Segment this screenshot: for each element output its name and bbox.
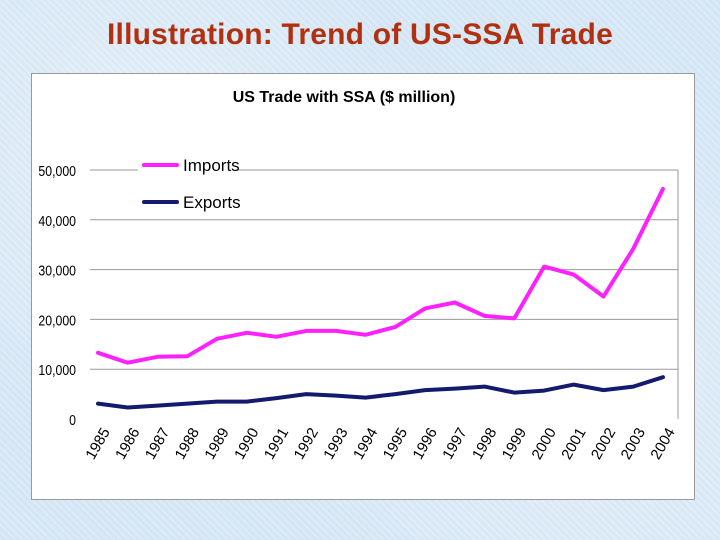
- x-tick-label: 1990: [231, 425, 262, 462]
- x-tick-label: 1988: [172, 425, 203, 462]
- y-tick-label: 30,000: [38, 262, 76, 278]
- slide-title: Illustration: Trend of US-SSA Trade: [107, 18, 613, 51]
- x-tick-label: 2002: [588, 425, 619, 462]
- y-tick-label: 50,000: [38, 163, 76, 179]
- x-tick-label: 1994: [350, 425, 381, 462]
- series-lines: [96, 186, 665, 410]
- legend: Imports Exports: [138, 146, 241, 218]
- legend-box: [138, 146, 238, 218]
- x-tick-label: 2003: [618, 425, 649, 462]
- chart-title: US Trade with SSA ($ million): [233, 89, 456, 106]
- x-tick-label: 1989: [201, 425, 232, 462]
- series-line-exports: [96, 375, 665, 410]
- y-tick-label: 20,000: [38, 312, 76, 328]
- x-tick-label: 1996: [410, 425, 441, 462]
- x-tick-label: 2001: [558, 425, 589, 462]
- x-tick-label: 1985: [82, 425, 113, 462]
- y-tick-label: 40,000: [38, 213, 76, 229]
- x-tick-label: 2000: [528, 425, 559, 462]
- x-tick-label: 1997: [439, 425, 470, 462]
- line-chart: US Trade with SSA ($ million) 0 10,000 20,…: [38, 89, 678, 462]
- y-tick-label: 10,000: [38, 362, 76, 378]
- x-tick-label: 2004: [647, 425, 678, 462]
- x-tick-label: 1998: [469, 425, 500, 462]
- series-line-imports: [96, 186, 665, 365]
- x-tick-label: 1993: [320, 425, 351, 462]
- chart-frame: US Trade with SSA ($ million) 0 10,000 20,…: [31, 73, 695, 500]
- x-tick-label: 1999: [499, 425, 530, 462]
- x-axis-tick-labels: 1985198619871988198919901991199219931994…: [82, 425, 678, 462]
- x-tick-label: 1986: [112, 425, 143, 462]
- legend-label-imports: Imports: [183, 156, 240, 175]
- y-axis-tick-labels: 0 10,000 20,000 30,000 40,000 50,000: [38, 163, 76, 428]
- x-tick-label: 1991: [261, 425, 292, 462]
- x-tick-label: 1995: [380, 425, 411, 462]
- legend-label-exports: Exports: [183, 193, 241, 212]
- y-tick-label: 0: [69, 412, 76, 428]
- x-tick-label: 1987: [142, 425, 173, 462]
- x-tick-label: 1992: [291, 425, 322, 462]
